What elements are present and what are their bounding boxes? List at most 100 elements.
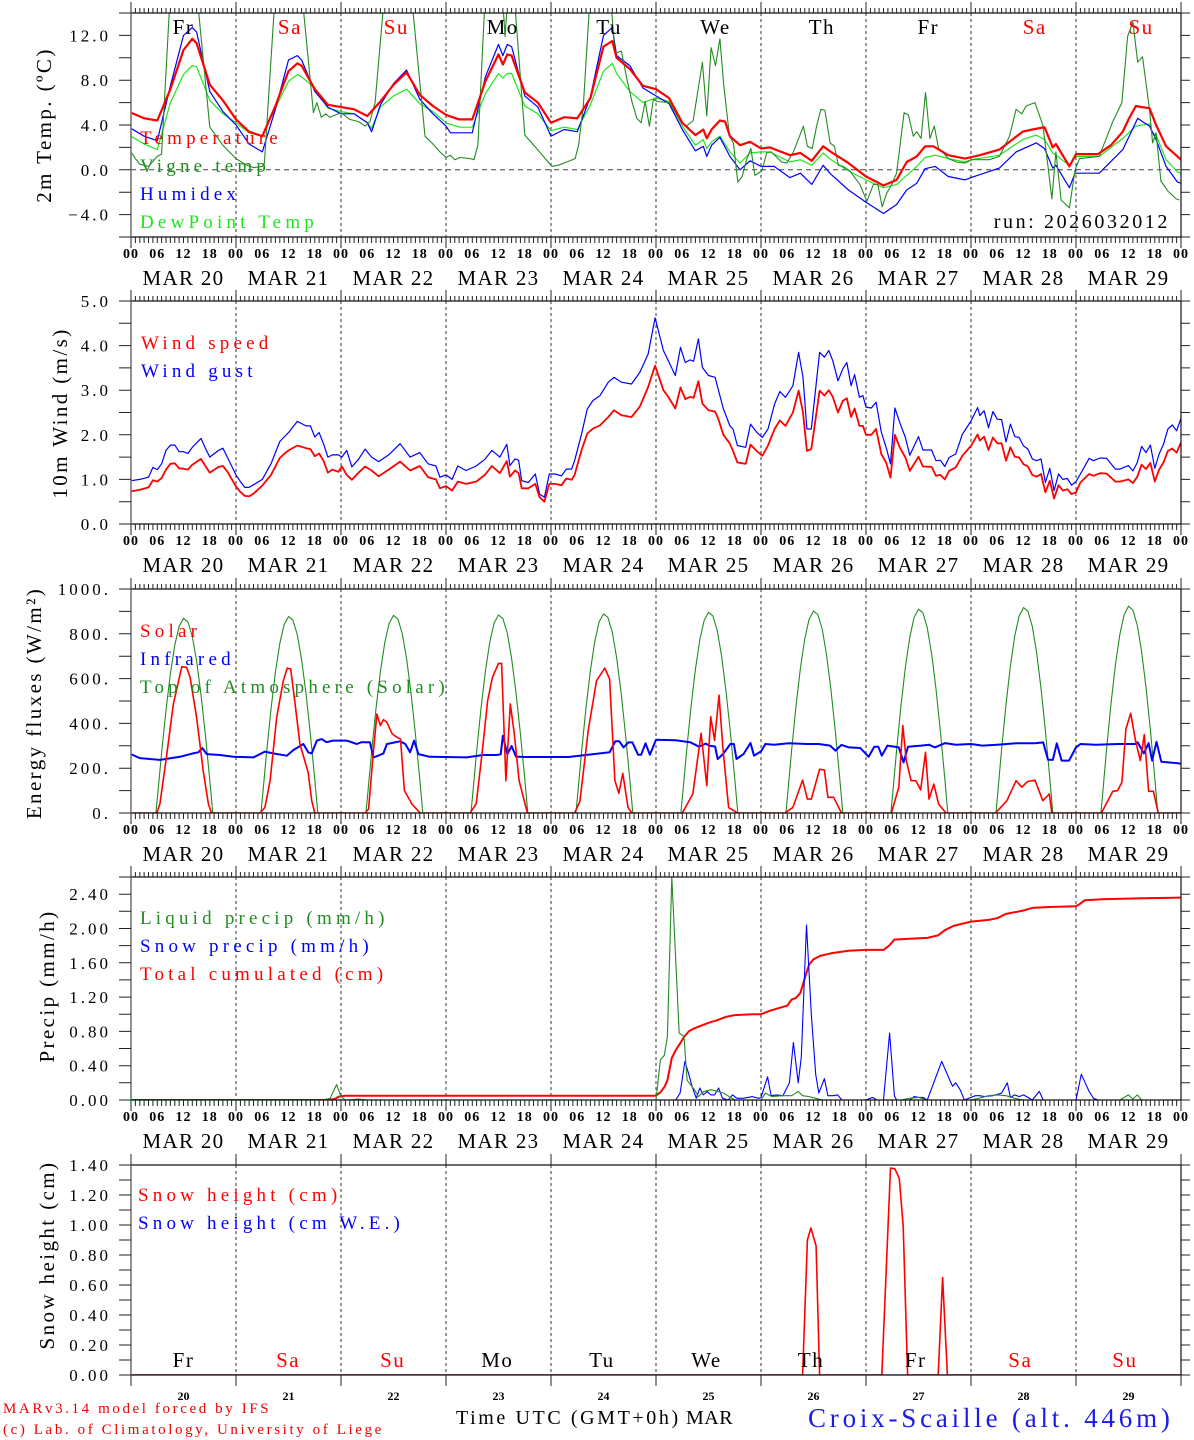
hour-tick-label: 18 [832, 823, 848, 838]
hour-tick-label: 06 [674, 247, 690, 262]
hour-tick-label: 12 [281, 823, 297, 838]
hour-tick-label: 12 [1121, 534, 1137, 549]
y-tick-label: 1.0 [81, 470, 111, 489]
date-label: MAR 25 [668, 1129, 750, 1153]
footer: MARv3.14 model forced by IFS (c) Lab. of… [3, 1401, 1174, 1438]
weekday-label: Th [798, 1348, 824, 1372]
date-label: MAR 22 [353, 842, 435, 866]
hour-tick-label: 00 [123, 247, 139, 262]
date-label: MAR 20 [143, 553, 225, 577]
day-number-label: 25 [703, 1389, 715, 1403]
legend-entry-total-cumulated-cm: Total cumulated (cm) [140, 964, 387, 985]
legend-entry-wind-gust: Wind gust [141, 361, 257, 382]
y-ticks-left [119, 300, 131, 525]
legend-entry-solar: Solar [140, 621, 201, 642]
hour-tick-label: 00 [228, 534, 244, 549]
hour-tick-label: 12 [386, 1110, 402, 1125]
y-tick-label: 600. [69, 670, 111, 689]
hour-tick-label: 06 [989, 823, 1005, 838]
hour-tick-label: 00 [1068, 1110, 1084, 1125]
x-day-ticks [130, 578, 1182, 824]
hour-tick-label: 06 [254, 1110, 270, 1125]
hour-tick-label: 12 [491, 1110, 507, 1125]
weekday-label: Fr [173, 1348, 195, 1372]
x-day-ticks [130, 1154, 1182, 1386]
hour-tick-label: 00 [1068, 534, 1084, 549]
hour-tick-label: 18 [202, 1110, 218, 1125]
y-axis-title: Precip (mm/h) [35, 909, 59, 1062]
hour-tick-label: 06 [779, 823, 795, 838]
legend-entry-temperature: Temperature [140, 128, 282, 149]
hour-tick-label: 00 [1068, 823, 1084, 838]
hour-tick-label: 18 [412, 247, 428, 262]
hour-tick-label: 06 [884, 247, 900, 262]
hour-tick-label: 06 [989, 1110, 1005, 1125]
y-tick-label: 4.0 [81, 337, 111, 356]
date-label: MAR 28 [983, 553, 1065, 577]
y-tick-label: 0.40 [69, 1057, 111, 1076]
hour-tick-label: 12 [806, 247, 822, 262]
weekday-label: Sa [1023, 15, 1047, 39]
hour-tick-label: 06 [779, 1110, 795, 1125]
weekday-label: Th [809, 15, 835, 39]
hour-tick-label: 12 [1016, 534, 1032, 549]
date-label: MAR 21 [248, 842, 330, 866]
hour-tick-label: 00 [228, 823, 244, 838]
hour-tick-label: 12 [281, 1110, 297, 1125]
legend-entry-infrared: Infrared [140, 649, 235, 670]
hour-tick-label: 00 [543, 1110, 559, 1125]
hour-tick-label: 06 [1094, 247, 1110, 262]
hour-tick-label: 06 [674, 534, 690, 549]
hour-tick-label: 06 [674, 823, 690, 838]
hour-tick-label: 00 [648, 1110, 664, 1125]
y-ticks-right [1181, 876, 1190, 1101]
hour-tick-label: 18 [1042, 823, 1058, 838]
y-ticks-right [1181, 300, 1190, 525]
hour-tick-label: 12 [596, 823, 612, 838]
hour-tick-label: 18 [412, 1110, 428, 1125]
hour-tick-label: 00 [1173, 247, 1189, 262]
lab-credit: (c) Lab. of Climatology, University of L… [3, 1422, 384, 1438]
hour-tick-label: 00 [858, 823, 874, 838]
hour-tick-label: 06 [1094, 1110, 1110, 1125]
y-tick-label: 0.60 [69, 1276, 111, 1295]
panel-temperature: 12.0 8.0 4.0 0.0 −4.0 2m Temp. (ºC) 00 06 12 18 MA… [32, 2, 1190, 290]
weekday-label: Tu [589, 1348, 615, 1372]
station-title: Croix-Scaille (alt. 446m) [808, 1403, 1174, 1433]
y-axis-title: Energy fluxes (W/m²) [22, 587, 46, 819]
hour-tick-label: 12 [911, 247, 927, 262]
x-day-ticks [130, 2, 1182, 248]
hour-tick-label: 18 [307, 534, 323, 549]
date-label: MAR 27 [878, 1129, 960, 1153]
hour-tick-label: 18 [832, 534, 848, 549]
y-ticks-left [119, 588, 131, 814]
hour-tick-label: 06 [884, 823, 900, 838]
day-number-label: 29 [1123, 1389, 1135, 1403]
date-label: MAR 29 [1088, 553, 1170, 577]
hour-tick-label: 00 [333, 1110, 349, 1125]
legend-entry-snow-height-cm: Snow height (cm) [138, 1185, 341, 1206]
hour-tick-label: 12 [386, 247, 402, 262]
series-line-snow-height-cm [131, 1167, 1181, 1375]
weekday-label: Fr [173, 15, 195, 39]
weekday-label: Tu [596, 15, 622, 39]
day-number-label: 24 [598, 1389, 610, 1403]
date-label: MAR 27 [878, 266, 960, 290]
date-label: MAR 26 [773, 266, 855, 290]
hour-tick-label: 18 [1042, 1110, 1058, 1125]
series-group [131, 877, 1181, 1100]
hour-tick-label: 12 [596, 1110, 612, 1125]
hour-tick-label: 18 [1042, 534, 1058, 549]
hour-tick-label: 18 [622, 823, 638, 838]
legend-entry-snow-precip-mm-h: Snow precip (mm/h) [140, 936, 373, 957]
hour-tick-label: 18 [937, 823, 953, 838]
series-line-humidex [131, 27, 1181, 215]
hour-tick-label: 00 [858, 247, 874, 262]
hour-tick-label: 18 [1042, 247, 1058, 262]
hour-tick-label: 00 [543, 823, 559, 838]
legend-entry-top-of-atmosphere-solar: Top of Atmosphere (Solar) [140, 677, 449, 698]
hour-tick-label: 18 [202, 823, 218, 838]
hour-tick-label: 00 [1173, 823, 1189, 838]
legend-entry-vigne-temp: Vigne temp [140, 156, 270, 177]
